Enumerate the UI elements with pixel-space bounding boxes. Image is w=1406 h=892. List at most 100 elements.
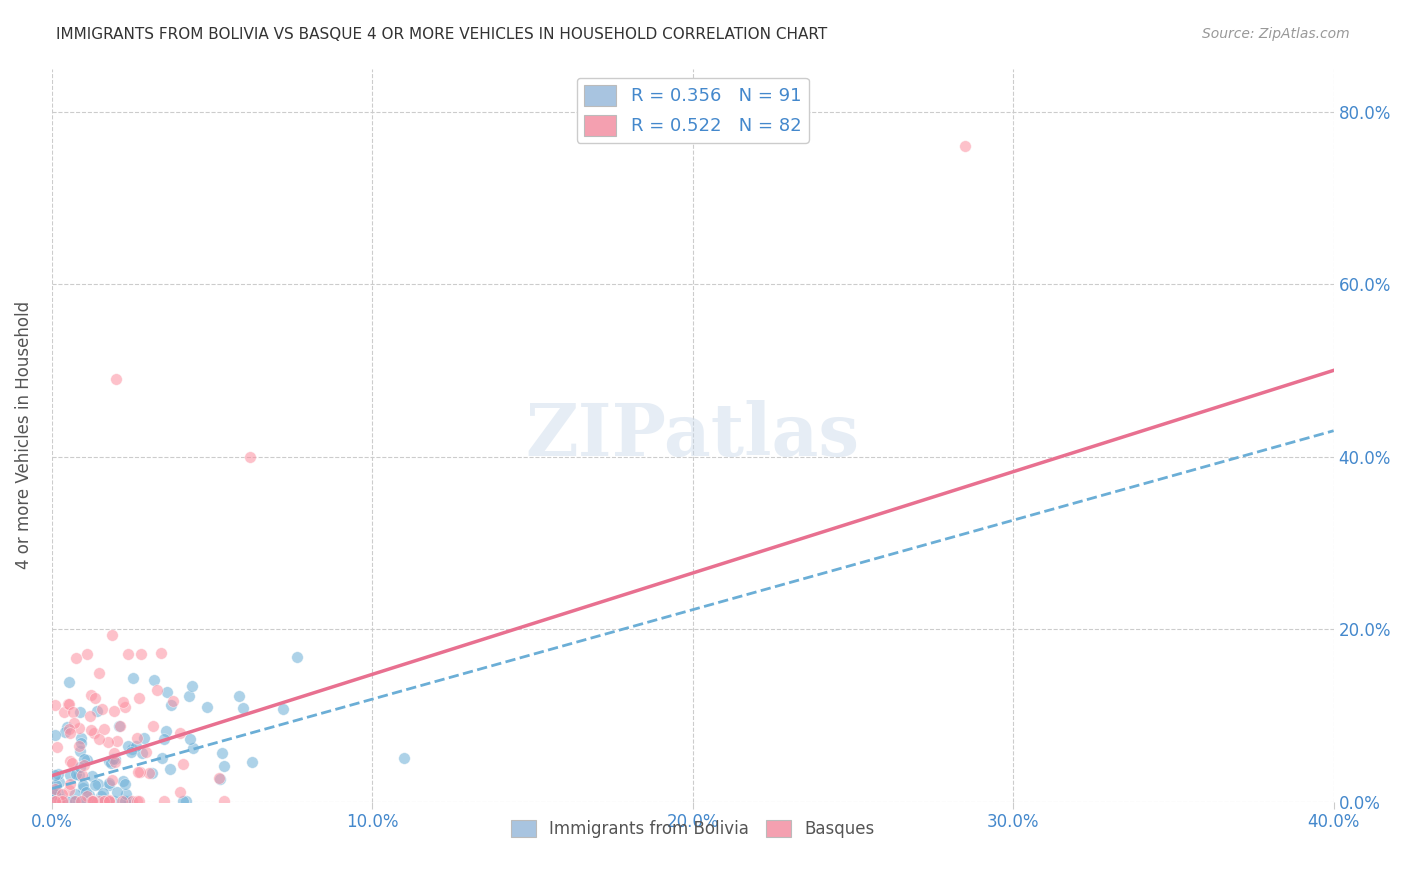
Point [80,723,103,737]
Point [111,695,134,709]
Point [58,768,80,782]
Point [65,766,87,780]
Point [153,794,176,808]
Point [77,788,100,802]
Point [125,731,148,746]
Point [91,702,114,716]
Point [107,719,129,733]
Point [232,701,254,715]
Point [69,794,91,808]
Point [160,698,183,712]
Point [93,786,115,800]
Point [53,705,76,719]
Y-axis label: 4 or more Vehicles in Household: 4 or more Vehicles in Household [15,301,32,569]
Point [114,794,136,808]
Point [117,647,139,661]
Point [100,628,122,642]
Point [75,794,97,808]
Point [63,716,86,731]
Point [177,689,200,703]
Point [131,746,153,760]
Point [44,728,66,742]
Point [82,794,104,808]
Point [62,706,84,720]
Point [114,777,136,791]
Point [207,771,229,785]
Point [73,752,96,766]
Point [180,679,202,693]
Point [58,675,80,690]
Point [44,794,66,808]
Point [83,725,105,739]
Point [111,794,134,808]
Point [181,741,204,756]
Point [65,650,87,665]
Point [105,785,128,799]
Point [48,775,70,789]
Point [44,698,66,713]
Point [169,726,191,740]
Point [162,693,184,707]
Point [125,794,148,808]
Point [100,756,122,770]
Point [197,699,219,714]
Point [63,787,86,801]
Point [48,794,70,808]
Point [128,690,150,705]
Point [129,647,152,661]
Point [58,697,80,711]
Point [108,719,131,733]
Point [56,698,79,712]
Point [211,746,233,760]
Point [114,699,136,714]
Point [142,719,165,733]
Point [51,788,73,802]
Point [117,739,139,753]
Text: IMMIGRANTS FROM BOLIVIA VS BASQUE 4 OR MORE VEHICLES IN HOUSEHOLD CORRELATION CH: IMMIGRANTS FROM BOLIVIA VS BASQUE 4 OR M… [56,27,828,42]
Point [70,768,93,782]
Point [69,706,91,720]
Point [58,783,80,797]
Text: ZIPatlas: ZIPatlas [526,400,859,471]
Point [79,709,101,723]
Point [209,772,232,786]
Point [97,793,120,807]
Point [73,757,96,772]
Point [98,776,121,790]
Point [80,769,103,783]
Point [150,646,173,660]
Point [141,765,163,780]
Point [80,794,103,808]
Point [45,739,67,754]
Point [52,794,75,808]
Point [179,731,201,746]
Point [101,772,124,787]
Point [93,794,115,808]
Point [174,794,197,808]
Point [115,788,138,802]
Point [96,794,118,808]
Point [121,794,143,808]
Point [101,752,124,766]
Point [63,794,86,808]
Point [44,787,66,801]
Point [953,139,976,153]
Point [392,751,415,765]
Point [82,794,104,808]
Point [287,650,309,665]
Point [76,789,98,804]
Point [63,794,86,808]
Point [214,758,236,772]
Point [128,764,150,779]
Point [87,666,110,681]
Point [58,723,80,737]
Point [44,794,66,808]
Point [146,682,169,697]
Point [59,726,82,740]
Point [134,731,156,745]
Point [90,789,112,804]
Point [98,754,121,768]
Point [87,732,110,747]
Point [48,794,70,808]
Point [159,762,181,776]
